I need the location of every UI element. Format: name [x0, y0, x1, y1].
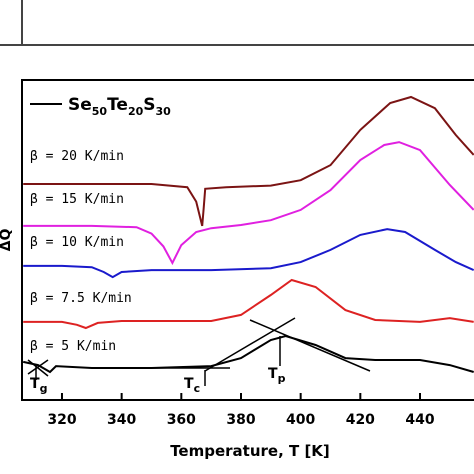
y-axis-label: ΔQ: [0, 229, 14, 252]
legend-part: Se: [68, 95, 92, 115]
series-label: β = 20 K/min: [30, 149, 124, 164]
x-tick-label: 420: [346, 412, 375, 428]
legend-sub: 20: [128, 105, 144, 118]
annotation-sub: c: [194, 382, 201, 395]
annotation-base: T: [30, 376, 40, 392]
annotation: Tp: [268, 366, 286, 385]
x-tick-label: 440: [405, 412, 434, 428]
x-tick-label: 340: [107, 412, 136, 428]
series-label: β = 10 K/min: [30, 235, 124, 250]
annotation-sub: p: [278, 372, 286, 385]
annotation-sub: g: [40, 382, 48, 395]
series-line: [23, 228, 474, 279]
series-label: β = 15 K/min: [30, 192, 124, 207]
legend-label: Se50Te20S30: [68, 95, 171, 118]
x-tick-label: 320: [47, 412, 76, 428]
series-label: β = 7.5 K/min: [30, 291, 132, 306]
plot-frame: [21, 79, 474, 401]
x-tick-label: 400: [286, 412, 315, 428]
legend-sub: 30: [156, 105, 172, 118]
legend-part: S: [143, 95, 155, 115]
x-tick-label: 380: [226, 412, 255, 428]
legend-sub: 50: [92, 105, 108, 118]
annotation-base: T: [268, 366, 278, 382]
annotation-base: T: [184, 376, 194, 392]
annotation: Tc: [184, 376, 200, 395]
x-axis-label: Temperature, T [K]: [170, 442, 330, 460]
series-line: [22, 334, 474, 374]
series-label: β = 5 K/min: [30, 339, 116, 354]
series-line: [23, 141, 474, 266]
series-line: [23, 95, 474, 227]
series-line: [23, 278, 474, 330]
x-tick-label: 360: [167, 412, 196, 428]
annotation: Tg: [30, 376, 47, 395]
legend-part: Te: [107, 95, 128, 115]
